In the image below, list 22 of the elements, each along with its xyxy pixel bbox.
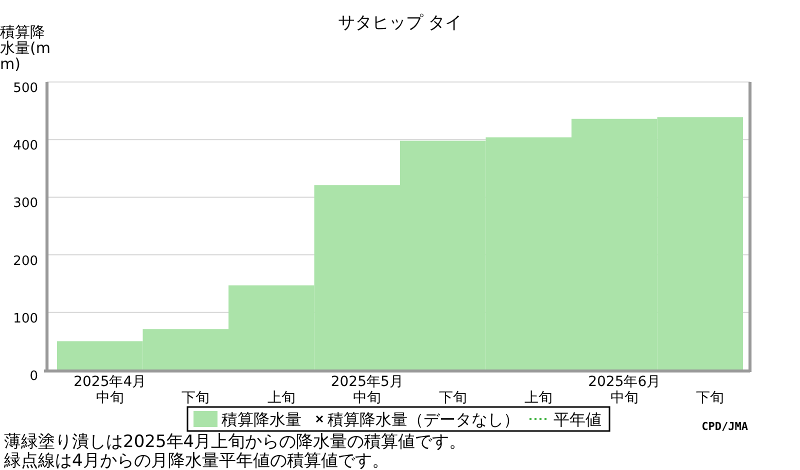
x-tick-label: 下旬 xyxy=(695,389,726,406)
legend-label: 積算降水量（データなし） xyxy=(328,410,520,429)
y-axis-title: 積算降水量(mm) xyxy=(0,23,52,73)
y-tick-label: 400 xyxy=(13,138,38,154)
text: CPD/JMA xyxy=(702,420,748,433)
y-tick-label: 0 xyxy=(30,369,38,384)
legend-label: 積算降水量 xyxy=(222,410,302,429)
x-tick-label: 2025年5月中旬 xyxy=(330,373,404,406)
text: 緑点線は4月からの月降水量平年値の積算値です。 xyxy=(3,451,389,470)
legend-label: 平年値 xyxy=(554,410,602,429)
x-tick-label: 2025年4月中旬 xyxy=(72,373,148,406)
chart-title: サタヒップ タイ xyxy=(338,13,462,33)
text: 薄緑塗り潰しは2025年4月上旬からの降水量の積算値です。 xyxy=(4,432,466,452)
y-tick-label: 300 xyxy=(13,196,38,212)
y-tick-label: 100 xyxy=(13,311,38,326)
x-tick-label: 下旬 xyxy=(438,389,468,406)
x-tick-label: 上旬 xyxy=(266,389,296,406)
x-tick-label: 下旬 xyxy=(180,389,211,406)
y-tick-label: 500 xyxy=(13,81,38,96)
x-tick-label: 上旬 xyxy=(524,389,554,406)
y-tick-label: 200 xyxy=(13,254,38,269)
x-tick-label: 2025年6月中旬 xyxy=(587,373,662,406)
